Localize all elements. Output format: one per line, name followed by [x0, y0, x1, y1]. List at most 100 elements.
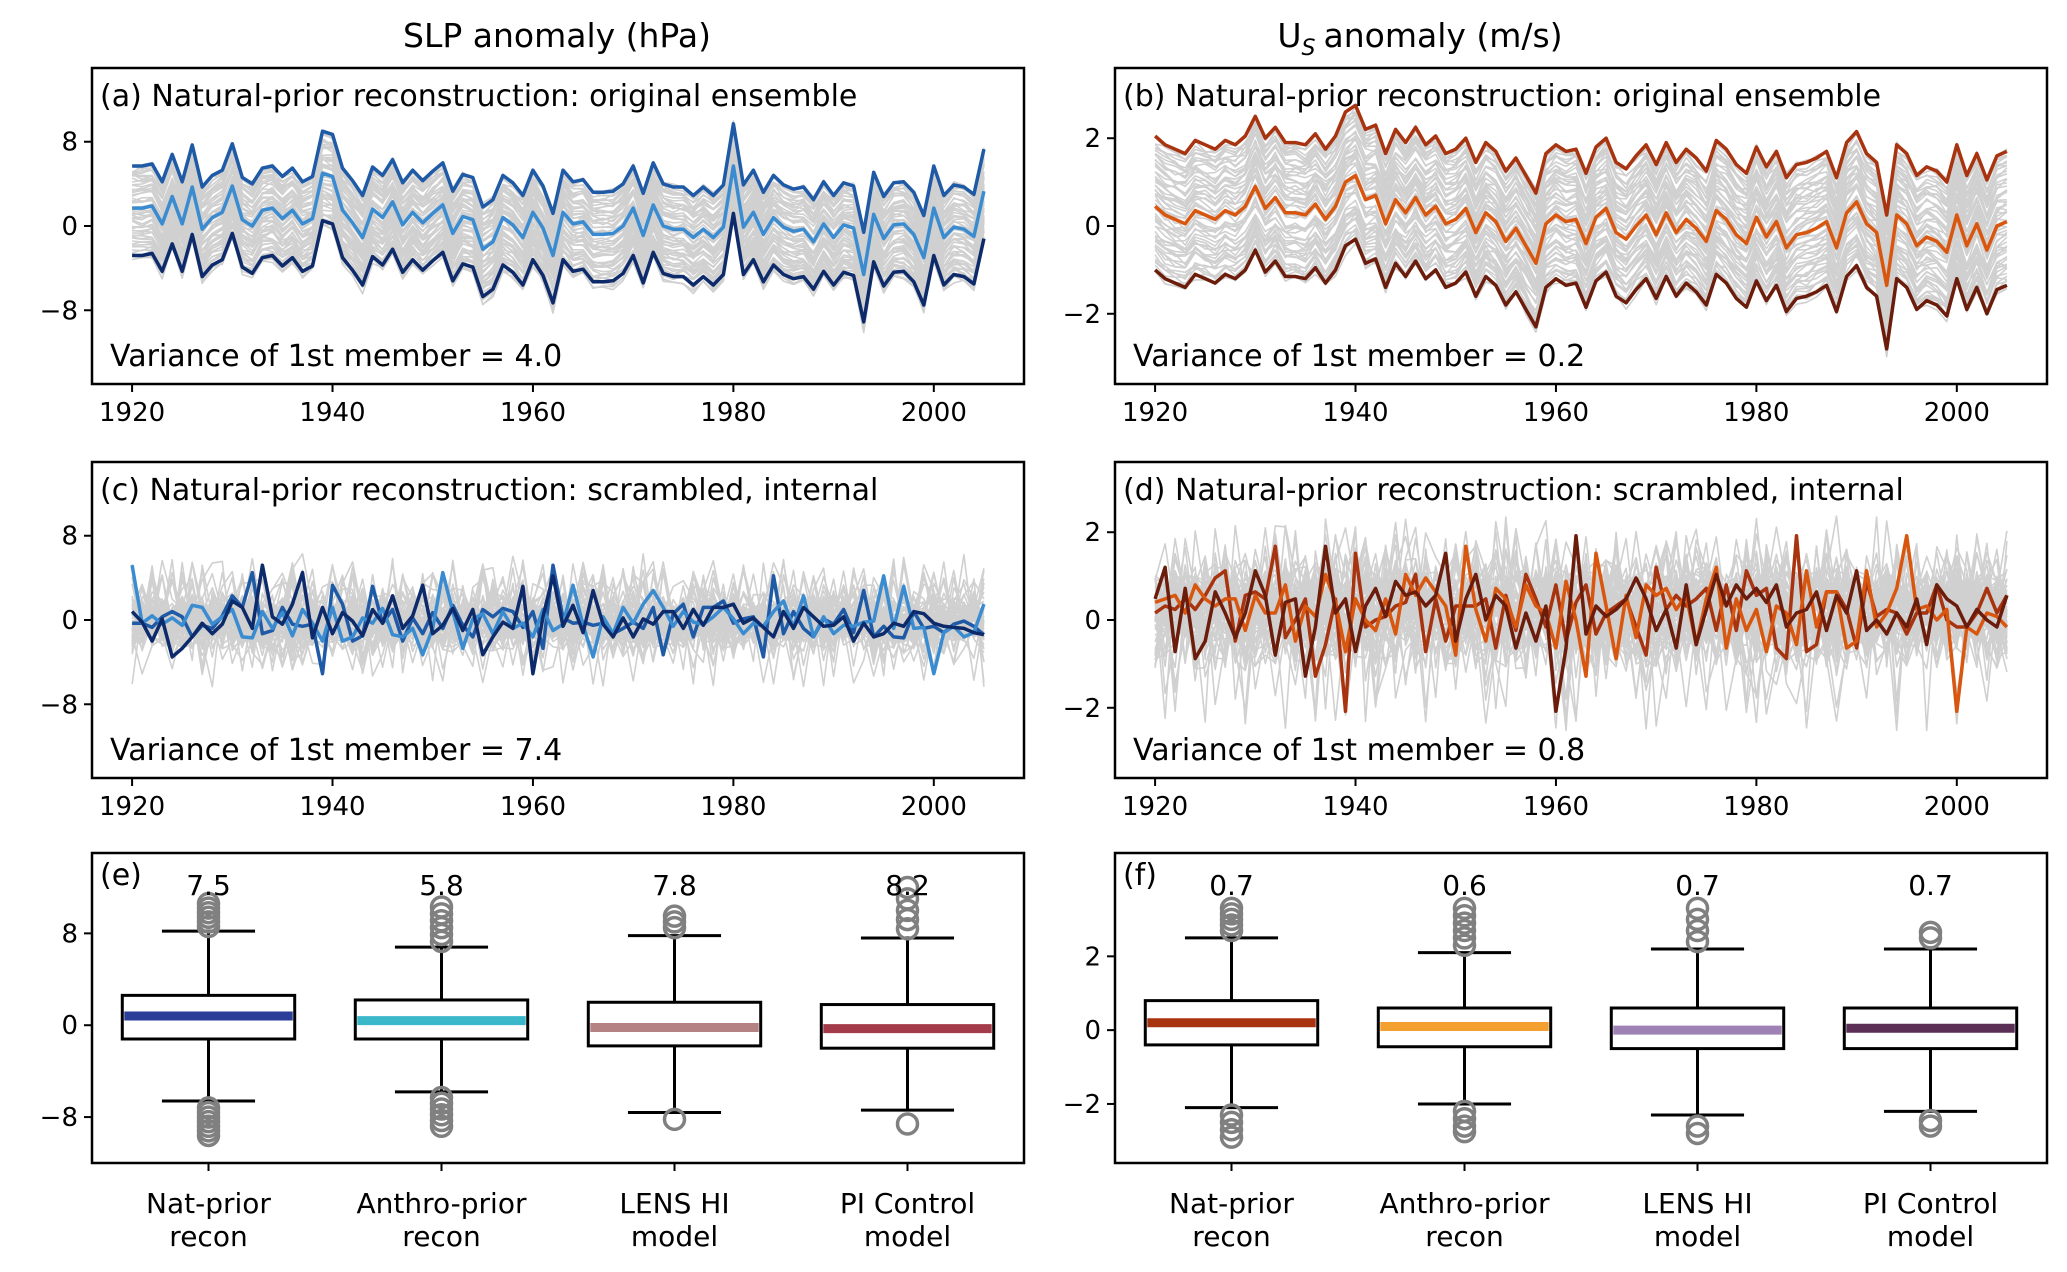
panel-e: 7.5Nat-priorrecon5.8Anthro-priorrecon7.8… [40, 851, 1026, 1253]
us-symbol: U [1277, 16, 1301, 55]
column-title-us: US anomaly (m/s) [1277, 16, 1562, 61]
panel-label: (b) Natural-prior reconstruction: origin… [1123, 79, 1881, 114]
outlier [1219, 1110, 1244, 1135]
axes-frame [90, 851, 1026, 1165]
category-label: model [1887, 1220, 1974, 1253]
variance-label: 0.7 [1908, 869, 1953, 902]
outlier [1452, 896, 1477, 921]
box-2 [1376, 896, 1553, 1144]
x-tick-label: 1920 [99, 398, 165, 428]
y-tick-label: −2 [1063, 694, 1101, 724]
outlier [1918, 1114, 1943, 1138]
category-label: recon [169, 1220, 247, 1253]
panel-label: (e) [100, 858, 142, 893]
outlier [196, 891, 221, 916]
category-label: Nat-prior [1169, 1187, 1294, 1220]
us-subscript: S [1302, 36, 1316, 61]
variance-label: 7.8 [652, 869, 697, 902]
outlier [1685, 918, 1710, 943]
us-title-rest: anomaly (m/s) [1324, 16, 1563, 55]
box-3 [586, 904, 763, 1132]
x-tick-label: 2000 [1924, 792, 1990, 822]
variance-annotation: Variance of 1st member = 7.4 [110, 733, 562, 768]
panel-label: (a) Natural-prior reconstruction: origin… [100, 79, 857, 114]
category-label: PI Control [840, 1187, 975, 1220]
category-label: recon [1192, 1220, 1270, 1253]
ensemble-member [1154, 207, 2008, 306]
panel-f: 0.7Nat-priorrecon0.6Anthro-priorrecon0.7… [1063, 851, 2049, 1253]
panel-label: (c) Natural-prior reconstruction: scramb… [100, 473, 878, 508]
highlighted-member-3 [1153, 237, 2008, 351]
highlighted-member-3 [130, 563, 985, 676]
x-tick-label: 1920 [1122, 792, 1188, 822]
category-label: LENS HI [1642, 1187, 1752, 1220]
outlier [1685, 1114, 1710, 1138]
ensemble-member [1154, 123, 2007, 225]
x-tick-label: 1960 [1523, 792, 1589, 822]
category-label: PI Control [1863, 1187, 1998, 1220]
category-label: LENS HI [619, 1187, 729, 1220]
x-tick-label: 1980 [1723, 398, 1789, 428]
category-label: Nat-prior [146, 1187, 271, 1220]
category-label: Anthro-prior [1380, 1187, 1550, 1220]
x-tick-label: 1960 [1523, 398, 1589, 428]
ensemble-member [1154, 135, 2008, 255]
outlier [1452, 903, 1477, 928]
box-2 [353, 895, 530, 1139]
x-tick-label: 2000 [1924, 398, 1990, 428]
x-tick-label: 1940 [1322, 398, 1388, 428]
column-title-slp: SLP anomaly (hPa) [403, 16, 711, 55]
box-1 [120, 891, 297, 1148]
ensemble-member [1154, 517, 2008, 727]
outlier [1452, 1119, 1477, 1144]
ensemble-member [1154, 112, 2008, 220]
outlier [429, 908, 454, 933]
outlier [429, 902, 454, 926]
x-tick-label: 2000 [901, 398, 967, 428]
box-1 [1143, 896, 1320, 1149]
outlier [1918, 920, 1943, 945]
x-tick-label: 1980 [700, 792, 766, 822]
outlier [1452, 918, 1477, 943]
variance-annotation: Variance of 1st member = 0.8 [1133, 733, 1585, 768]
box-4 [1842, 920, 2019, 1138]
highlighted-member-3 [132, 211, 986, 324]
y-tick-label: 2 [1084, 518, 1101, 548]
x-tick-label: 1920 [99, 792, 165, 822]
ensemble-member [132, 572, 985, 678]
y-tick-label: 8 [61, 128, 78, 158]
variance-label: 8.2 [885, 869, 930, 902]
highlighted-member-1 [1153, 103, 2008, 217]
x-tick-label: 1980 [1723, 792, 1789, 822]
category-label: recon [402, 1220, 480, 1253]
variance-label: 0.7 [1209, 869, 1254, 902]
outlier [895, 875, 920, 900]
y-tick-label: −2 [1063, 1090, 1101, 1120]
y-tick-label: 0 [61, 1011, 78, 1041]
y-tick-label: 0 [1084, 212, 1101, 242]
variance-label: 5.8 [419, 869, 464, 902]
outlier [895, 898, 920, 923]
panel-a: 1920 1940 1960 1980 2000 −8 0 8 (a) Natural-prio… [40, 66, 1026, 428]
y-tick-label: 2 [1084, 124, 1101, 154]
outlier [662, 904, 687, 928]
ensemble-member [1154, 224, 2008, 342]
x-tick-label: 1980 [700, 398, 766, 428]
x-tick-label: 1920 [1122, 398, 1188, 428]
highlighted-member-2 [132, 164, 986, 277]
ensemble-member [132, 193, 985, 292]
category-label: recon [1425, 1220, 1503, 1253]
x-tick-label: 1940 [299, 398, 365, 428]
outlier [429, 1114, 454, 1139]
category-label: Anthro-prior [357, 1187, 527, 1220]
outlier [1685, 907, 1710, 932]
category-label: model [864, 1220, 951, 1253]
variance-annotation: Variance of 1st member = 0.2 [1133, 339, 1585, 374]
box-3 [1609, 896, 1786, 1146]
outlier [1685, 1121, 1710, 1146]
outlier [196, 1123, 221, 1148]
ensemble-member [1154, 211, 2008, 317]
outlier [1219, 896, 1244, 921]
outlier [895, 887, 920, 911]
box-4 [819, 875, 996, 1136]
